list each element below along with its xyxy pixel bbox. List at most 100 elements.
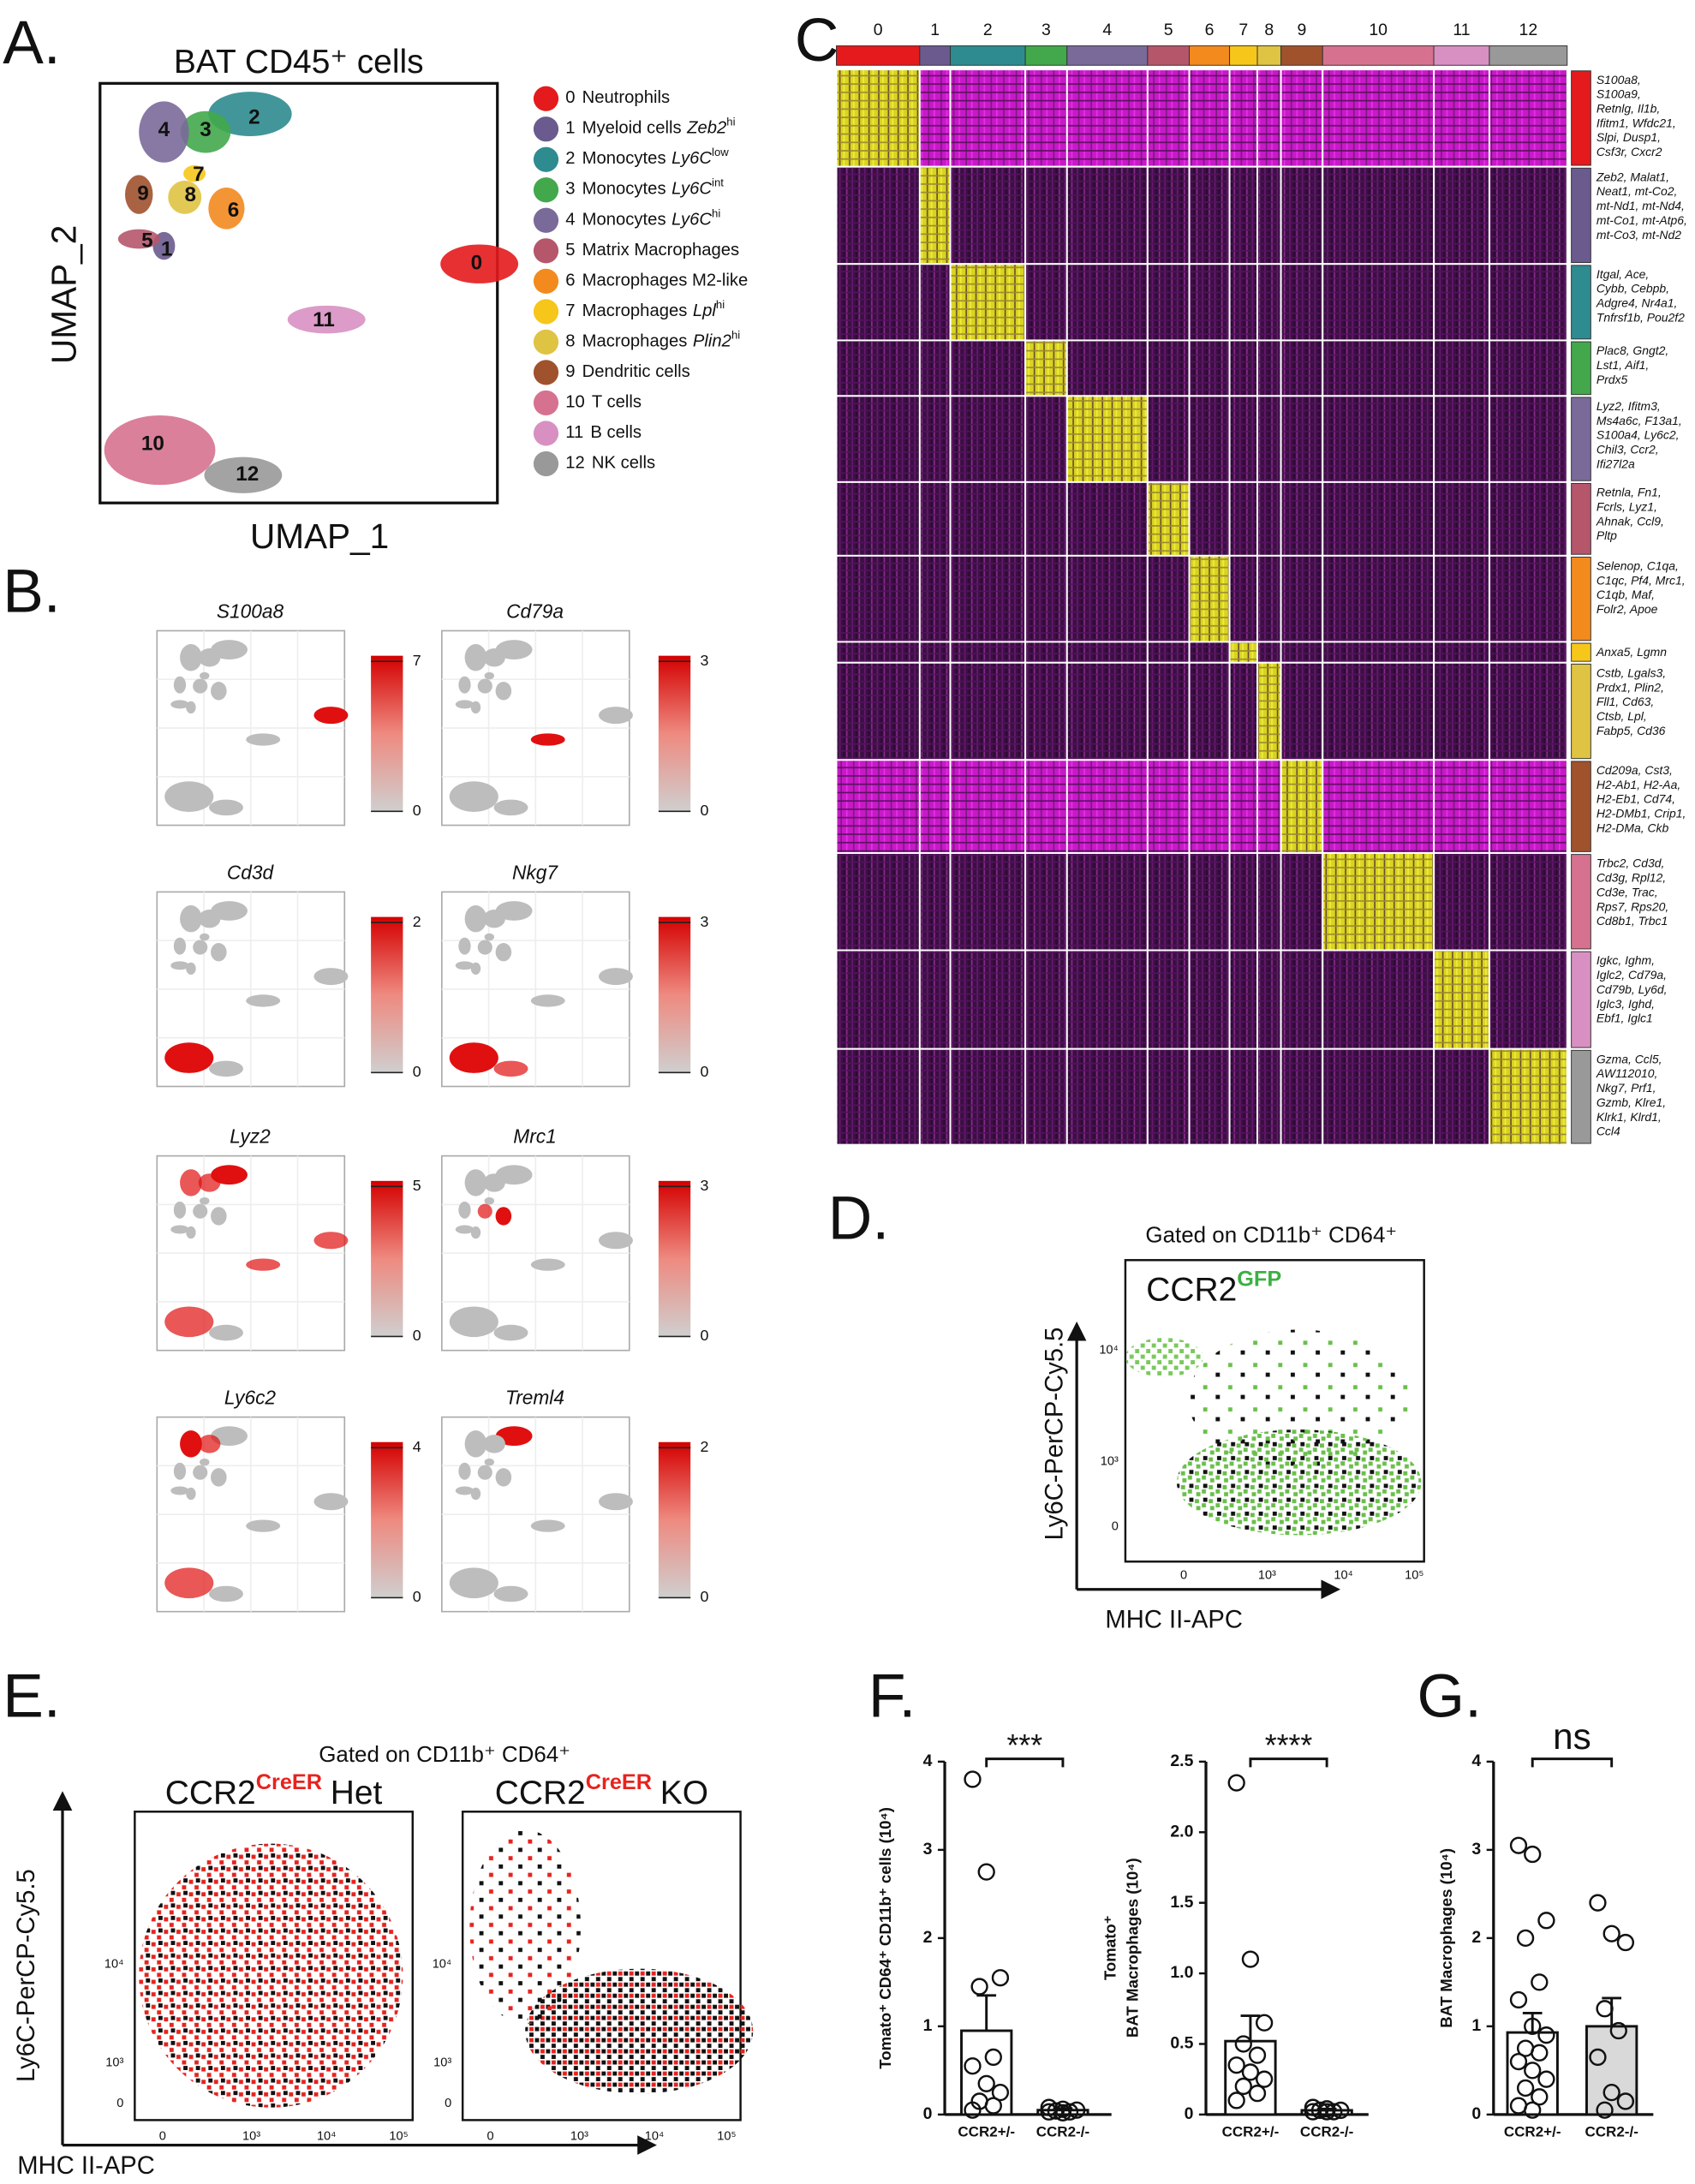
mini-cells [493, 1585, 528, 1602]
mini-cells [493, 799, 528, 816]
marker-genes: Selenop, C1qa, [1597, 559, 1679, 573]
legend-swatch [533, 390, 559, 416]
marker-genes: mt-Nd1, mt-Nd4, [1597, 199, 1685, 212]
y-tick-label: 10³ [1101, 1454, 1119, 1468]
data-point [1509, 1836, 1528, 1854]
mini-cells [200, 1458, 210, 1466]
y-axis-label: Tomato⁺ CD64⁺ CD11b⁺ cells (10⁴) [876, 1807, 894, 2069]
marker-genes: Prdx5 [1597, 373, 1628, 386]
row-color-bar [1571, 642, 1591, 662]
heatmap-block [1024, 263, 1068, 342]
heatmap-block [1024, 480, 1068, 557]
data-point [1234, 2035, 1252, 2053]
data-point [1234, 2077, 1252, 2096]
heatmap-block [949, 641, 1027, 664]
color-min-label: 0 [413, 1327, 421, 1344]
cluster-header [1147, 45, 1191, 66]
data-point [1317, 2103, 1336, 2121]
heatmap-block [1280, 852, 1324, 952]
color-max-label: 3 [701, 1177, 709, 1194]
cluster-header [1280, 45, 1323, 66]
color-max-label: 2 [701, 1438, 709, 1455]
heatmap-block [1065, 759, 1149, 854]
heatmap-block [1280, 165, 1324, 266]
mini-cells [495, 901, 533, 921]
marker-genes: Iglc3, Ighd, [1597, 997, 1655, 1011]
marker-genes: Cd8b1, Trbc1 [1597, 914, 1668, 928]
legend-entry-part: Monocytes [582, 211, 666, 230]
y-tick-label: 10³ [433, 2056, 451, 2070]
y-tick-label: 10⁴ [433, 1958, 451, 1972]
heatmap-block [1024, 759, 1068, 854]
heatmap-block [1146, 1047, 1191, 1146]
legend-entry: 2 Monocytes Ly6Clow [565, 146, 729, 168]
marker-genes: Ccl4 [1597, 1125, 1620, 1138]
mini-cells [464, 644, 487, 671]
y-tick-label: 10⁴ [104, 1958, 123, 1972]
heatmap-block [1433, 852, 1490, 952]
mini-cells [193, 1203, 208, 1219]
mini-cells [173, 1462, 187, 1480]
cluster-cells [124, 175, 153, 214]
x-tick-label: CCR2+/- [1504, 2123, 1561, 2139]
mini-cells [483, 648, 505, 667]
mini-cells [211, 901, 248, 921]
cluster-cells [204, 456, 283, 493]
marker-genes: Gzma, Ccl5, [1597, 1052, 1662, 1065]
heatmap-block [1188, 554, 1231, 643]
mini-cells [173, 937, 187, 955]
x-tick-label: CCR2-/- [1036, 2123, 1089, 2139]
heatmap-block [1488, 263, 1568, 342]
heatmap-block [835, 263, 921, 342]
cluster-cells [117, 229, 160, 249]
mini-cells [193, 940, 208, 955]
color-bar [371, 1180, 403, 1337]
y-tick-label: 3 [1471, 1840, 1481, 1859]
data-point [1589, 2048, 1607, 2067]
heatmap-block [1024, 554, 1068, 643]
heatmap-block [949, 395, 1027, 483]
legend-swatch [533, 451, 559, 477]
heatmap-block [1433, 339, 1490, 397]
heatmap-block [1488, 852, 1568, 952]
legend-entry-part: 7 [565, 301, 575, 320]
mini-cells [200, 1196, 210, 1205]
data-point [984, 2048, 1002, 2067]
marker-genes: Retnla, Fn1, [1597, 486, 1662, 499]
color-min-label: 0 [701, 1063, 709, 1080]
row-color-bar [1571, 854, 1591, 950]
cluster-header-label: 12 [1519, 21, 1538, 39]
gene-title: Nkg7 [512, 861, 558, 883]
cluster-cells [168, 180, 202, 214]
heatmap-block [1488, 641, 1568, 664]
legend-entry-part: 12 [565, 454, 585, 473]
heatmap-block [1146, 949, 1191, 1050]
data-point [1589, 1894, 1607, 1912]
marker-genes: Cd79b, Ly6d, [1597, 982, 1668, 996]
data-point [1524, 2062, 1542, 2080]
data-point [1227, 2056, 1245, 2074]
legend-entry: 4 Monocytes Ly6Chi [565, 206, 720, 229]
genotype-label-part: Het [331, 1775, 383, 1811]
mini-cells [164, 1567, 214, 1599]
data-point [1310, 2101, 1329, 2120]
mini-cells [170, 700, 189, 709]
marker-genes: H2-Ab1, H2-Aa, [1597, 778, 1680, 791]
legend-entry-part: Ly6C [671, 211, 712, 230]
heatmap-block [1146, 759, 1191, 854]
cluster-header [1229, 45, 1258, 66]
heatmap-block [1256, 165, 1282, 266]
heatmap-block [1228, 641, 1259, 664]
x-tick-label: CCR2+/- [1222, 2123, 1280, 2139]
heatmap-block [835, 949, 921, 1050]
x-tick-label: 0 [1180, 1568, 1187, 1582]
legend-entry: 9 Dendritic cells [565, 362, 690, 381]
y-tick-label: 0 [1185, 2104, 1194, 2123]
mini-cells [484, 1196, 495, 1205]
legend-entry-part: Dendritic cells [582, 362, 690, 381]
marker-genes: Ifitm1, Wfdc21, [1597, 116, 1676, 129]
x-axis-label: UMAP_1 [250, 516, 389, 556]
heatmap-block [1488, 395, 1568, 483]
heatmap-block [1433, 554, 1490, 643]
data-point [1537, 2026, 1555, 2044]
